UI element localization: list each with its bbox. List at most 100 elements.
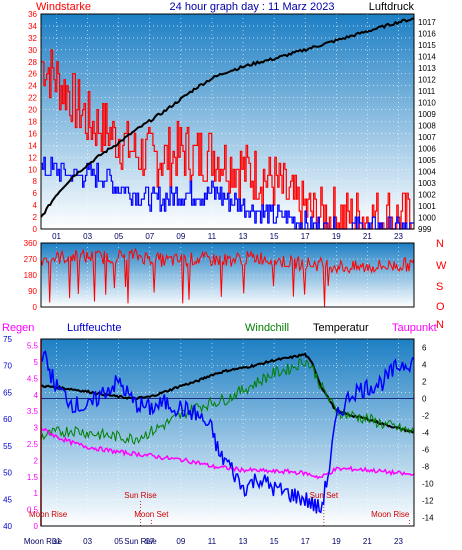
temperature-tick-label: -4 [422,429,430,438]
rain-tick-label: 0.5 [27,506,39,515]
x-tick-label: 07 [145,232,154,241]
x-tick-label: 05 [114,232,123,241]
x-tick-label: 11 [208,537,217,546]
x-tick-label: Moon Rise [24,537,63,546]
x-tick-label: 01 [52,232,61,241]
dewpoint-line [40,427,415,480]
x-tick-label: 05 [114,537,123,546]
x-tick-label: 13 [239,537,248,546]
wind-tick-label: 14 [28,141,37,150]
compass-label: S [436,281,443,293]
panel-temperature-plot [41,339,414,526]
rain-tick-label: 4.5 [27,374,39,383]
pressure-tick-label: 1016 [418,30,436,39]
astro-annotation: Moon Rise [29,510,68,519]
pressure-tick-label: 1005 [418,156,436,165]
direction-tick-label: 180 [24,271,38,280]
x-tick-label: 09 [176,232,185,241]
wind-tick-label: 24 [28,82,37,91]
rain-tick-label: 0 [34,522,39,531]
temperature-tick-label: 6 [422,344,427,353]
x-tick-label: 21 [363,232,372,241]
humidity-tick-label: 65 [3,388,12,397]
wind-label: Windstarke [36,1,91,13]
pressure-tick-label: 1000 [418,214,436,223]
wind-tick-label: 26 [28,70,37,79]
direction-tick-label: 90 [28,287,37,296]
humidity-tick-label: 60 [3,415,12,424]
x-tick-label: 01 [52,537,61,546]
humidity-tick-label: 45 [3,495,12,504]
rain-tick-label: 1.5 [27,473,39,482]
direction-line [40,247,415,307]
rain-tick-label: 5.5 [27,342,39,351]
compass-label: N [436,238,444,250]
windchill-label: Windchill [245,322,289,334]
wind-tick-label: 18 [28,118,37,127]
pressure-tick-label: 1008 [418,122,436,131]
windchill-line [40,358,415,446]
compass-label: N [436,319,444,331]
panel-frame [40,338,415,527]
pressure-tick-label: 1014 [418,53,436,62]
wind-tick-label: 34 [28,22,37,31]
temperature-tick-label: 2 [422,378,427,387]
humidity-tick-label: 70 [3,362,12,371]
pressure-tick-label: 1012 [418,76,436,85]
wind-tick-label: 20 [28,106,37,115]
panel-frame [40,242,415,308]
rain-tick-label: 3.5 [27,407,39,416]
astro-annotation: Sun Rise [124,491,157,500]
x-tick-label: 23 [394,232,403,241]
humidity-tick-label: 40 [3,522,12,531]
pressure-tick-label: 1015 [418,41,436,50]
x-tick-label: 15 [270,537,279,546]
wind-tick-label: 4 [33,201,38,210]
rain-tick-label: 3 [34,424,39,433]
wind-tick-label: 2 [33,213,38,222]
x-tick-label: 19 [332,537,341,546]
pressure-line [40,17,415,218]
wind-tick-label: 8 [33,177,38,186]
pressure-tick-label: 1003 [418,179,436,188]
rain-label: Regen [2,322,34,334]
pressure-tick-label: 999 [418,225,432,234]
humidity-line [40,350,415,514]
x-tick-label: 19 [332,232,341,241]
humidity-label: Luftfeuchte [67,322,121,334]
temperature-label: Temperatur [313,322,369,334]
temperature-tick-label: -10 [422,480,434,489]
direction-tick-label: 360 [24,239,38,248]
wind-tick-label: 16 [28,129,37,138]
compass-label: W [436,260,447,272]
rain-tick-label: 5 [34,358,39,367]
dewpoint-label: Taupunkt [392,322,437,334]
pressure-tick-label: 1013 [418,64,436,73]
wind-tick-label: 12 [28,153,37,162]
chart-title: 24 hour graph day : 11 Marz 2023 [170,1,335,13]
astro-annotation: Sun Set [310,491,339,500]
rain-tick-label: 4 [34,391,39,400]
x-tick-label: 03 [83,537,92,546]
x-tick-label: 11 [208,232,217,241]
pressure-label: Luftdruck [369,1,415,13]
temperature-tick-label: 4 [422,361,427,370]
rain-tick-label: 2 [34,456,39,465]
panel-frame [40,13,415,230]
temperature-tick-label: -14 [422,514,434,523]
humidity-tick-label: 50 [3,469,12,478]
humidity-tick-label: 55 [3,442,12,451]
pressure-tick-label: 1010 [418,99,436,108]
x-tick-label: 15 [270,232,279,241]
wind-tick-label: 32 [28,34,37,43]
temperature-tick-label: -8 [422,463,430,472]
pressure-tick-label: 1011 [418,87,436,96]
direction-tick-label: 270 [24,255,38,264]
compass-label: O [436,301,445,313]
astro-annotation: Moon Set [134,510,169,519]
pressure-tick-label: 1001 [418,202,436,211]
astro-annotation: Moon Rise [371,510,410,519]
direction-tick-label: 0 [33,303,38,312]
temperature-tick-label: 0 [422,395,427,404]
wind-tick-label: 6 [33,189,38,198]
